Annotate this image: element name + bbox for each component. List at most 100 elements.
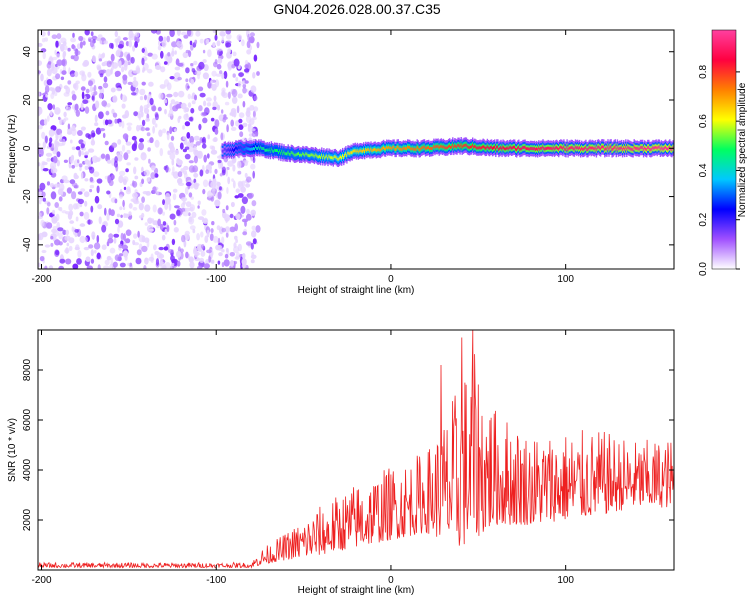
signal-cell	[520, 147, 522, 151]
noise-speckle	[79, 235, 86, 244]
noise-speckle	[194, 39, 198, 45]
noise-speckle	[221, 249, 225, 253]
noise-speckle	[97, 34, 103, 39]
noise-speckle	[116, 213, 121, 218]
noise-speckle	[219, 173, 223, 177]
signal-cell	[358, 149, 361, 153]
signal-cell	[551, 147, 554, 151]
signal-cell	[526, 147, 528, 151]
noise-speckle	[245, 241, 252, 246]
noise-speckle	[144, 222, 148, 226]
noise-speckle	[106, 190, 111, 195]
signal-cell	[400, 148, 403, 151]
noise-speckle	[188, 50, 192, 58]
noise-speckle	[251, 225, 256, 231]
noise-speckle	[101, 224, 107, 233]
noise-speckle	[123, 213, 127, 219]
signal-cell	[514, 145, 516, 149]
noise-speckle	[169, 265, 173, 269]
signal-cell	[449, 144, 451, 148]
snr-ticks: -200 -100 0 100 2000 4000 6000 8000	[22, 330, 674, 586]
noise-speckle	[82, 40, 86, 46]
noise-speckle	[210, 117, 215, 122]
signal-cell	[286, 152, 288, 156]
noise-speckle	[44, 135, 48, 144]
y-tick-label: 6000	[22, 408, 33, 431]
noise-speckle	[48, 265, 54, 269]
signal-cell	[367, 148, 369, 151]
noise-speckle	[132, 181, 138, 188]
signal-cell	[525, 147, 527, 151]
noise-speckle	[227, 48, 232, 54]
noise-speckle	[180, 168, 185, 173]
signal-cell	[230, 149, 233, 153]
colorbar-tick-label: 0.0	[698, 262, 709, 276]
noise-speckle	[119, 206, 123, 211]
signal-cell	[435, 144, 437, 148]
noise-speckle	[40, 73, 44, 82]
noise-speckle	[140, 152, 147, 161]
noise-speckle	[181, 31, 187, 36]
signal-cell	[571, 146, 573, 149]
noise-speckle	[164, 228, 168, 235]
signal-cell	[242, 148, 244, 151]
noise-speckle	[198, 105, 203, 112]
noise-speckle	[213, 95, 217, 102]
noise-speckle	[104, 140, 109, 146]
noise-speckle	[83, 191, 90, 198]
signal-cell	[538, 146, 540, 150]
noise-speckle	[246, 176, 252, 183]
signal-cell	[500, 146, 502, 149]
noise-speckle	[197, 205, 200, 209]
noise-speckle	[57, 227, 64, 232]
signal-cell	[597, 145, 600, 149]
signal-cell	[254, 147, 256, 151]
signal-cell	[397, 145, 399, 149]
noise-speckle	[199, 169, 204, 177]
signal-cell	[335, 156, 338, 160]
signal-cell	[517, 146, 519, 150]
signal-cell	[222, 149, 224, 153]
signal-cell	[256, 146, 258, 150]
noise-speckle	[226, 124, 229, 133]
noise-speckle	[217, 260, 221, 265]
noise-speckle	[149, 137, 154, 144]
noise-speckle	[141, 196, 146, 203]
signal-cell	[347, 151, 349, 155]
noise-speckle	[235, 213, 241, 220]
noise-speckle	[188, 160, 194, 164]
noise-speckle	[174, 205, 180, 209]
noise-speckle	[184, 153, 191, 160]
noise-speckle	[141, 235, 146, 243]
noise-speckle	[96, 66, 102, 71]
signal-cell	[509, 145, 512, 149]
noise-speckle	[152, 105, 157, 112]
signal-cell	[292, 152, 295, 156]
y-tick-label: -40	[22, 237, 33, 252]
noise-speckle	[217, 104, 220, 111]
noise-speckle	[63, 111, 67, 118]
noise-speckle	[50, 147, 54, 151]
noise-speckle	[131, 135, 137, 141]
signal-cell	[531, 147, 534, 150]
colorbar-tick-label: 0.2	[698, 212, 709, 226]
noise-speckle	[218, 252, 223, 257]
noise-speckle	[91, 231, 96, 239]
noise-speckle	[124, 110, 130, 119]
noise-speckle	[226, 187, 229, 194]
signal-cell	[630, 147, 632, 151]
noise-speckle	[139, 96, 144, 101]
signal-cell	[389, 146, 391, 150]
noise-speckle	[141, 119, 146, 127]
noise-speckle	[250, 259, 255, 264]
signal-cell	[634, 146, 636, 150]
signal-cell	[377, 148, 380, 152]
signal-cell	[224, 147, 226, 151]
noise-speckle	[200, 244, 205, 249]
signal-cell	[529, 147, 532, 150]
noise-speckle	[244, 64, 249, 69]
signal-cell	[225, 149, 228, 153]
noise-speckle	[69, 220, 75, 224]
signal-cell	[656, 146, 658, 150]
noise-speckle	[76, 258, 82, 265]
